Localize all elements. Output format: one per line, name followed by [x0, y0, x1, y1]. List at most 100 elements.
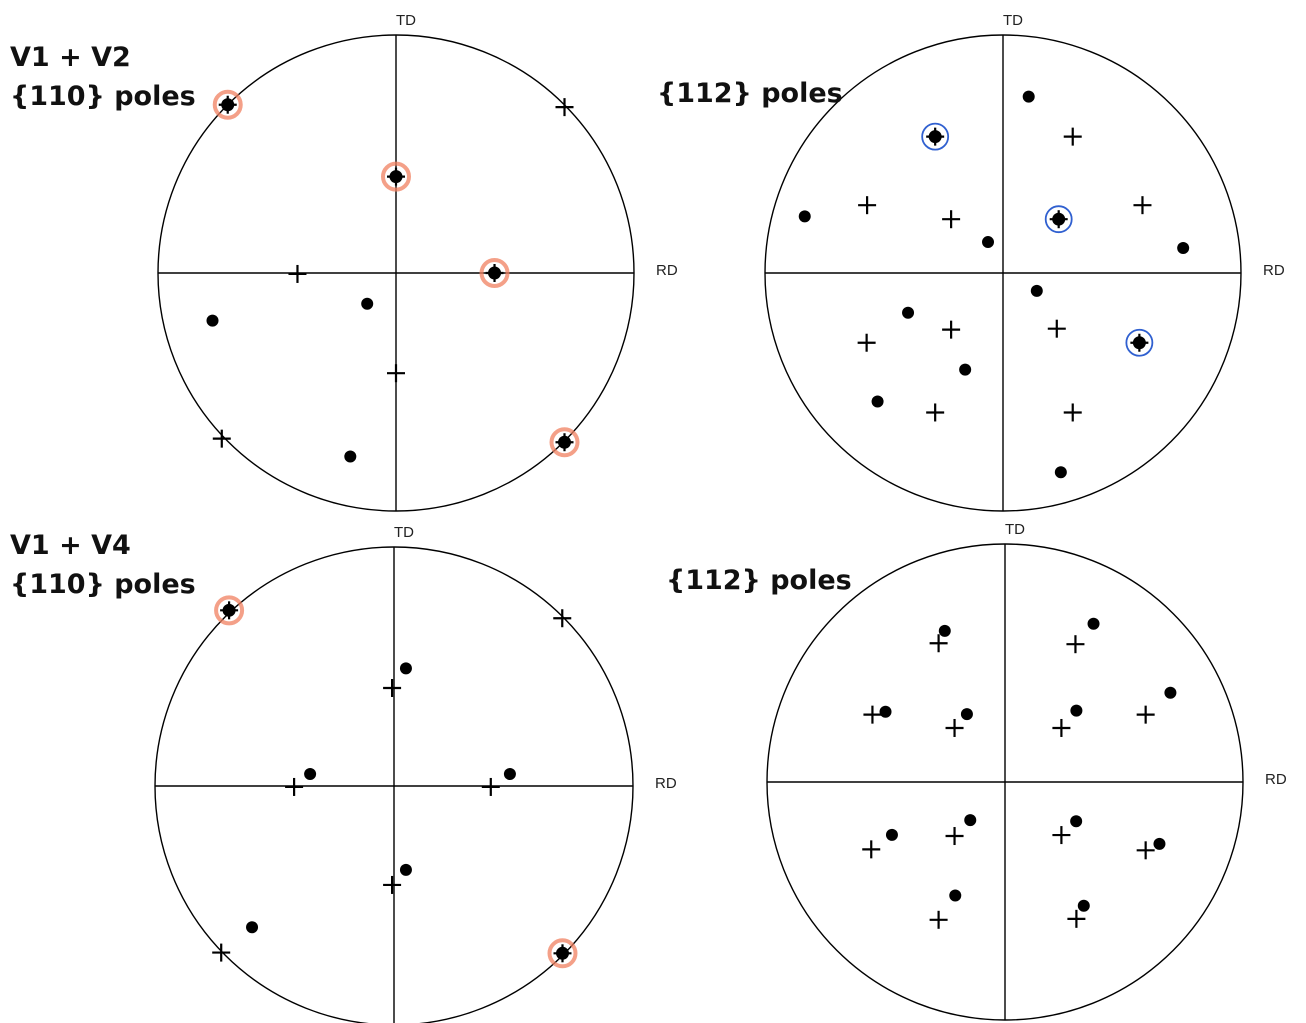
pole-dot: [960, 708, 973, 721]
pole-dot: [304, 768, 317, 781]
rd-axis-label: RD: [1265, 771, 1287, 788]
pole-dot: [959, 363, 972, 376]
rd-axis-label: RD: [1263, 262, 1285, 279]
pole-plus: [945, 827, 964, 846]
pole-plus: [863, 705, 882, 724]
pole-plus: [481, 777, 500, 796]
coincident-pole-halo: [212, 89, 243, 120]
pole-figure-v1v4-110: TD RD: [154, 524, 677, 1023]
td-axis-label: TD: [394, 524, 414, 541]
pole-plus: [383, 875, 402, 894]
pole-dot: [1177, 242, 1190, 255]
rd-axis-label: RD: [655, 775, 677, 792]
coincident-pole-plus: [553, 944, 572, 963]
coincident-pole-halo: [214, 595, 245, 626]
coincident-pole-halo: [921, 122, 950, 151]
pole-dot: [949, 889, 962, 902]
pole-family-title: {110} poles: [10, 81, 196, 112]
row-label-text: V1 + V2: [10, 42, 131, 73]
row-label-v1-v4: V1 + V4 {110} poles: [10, 526, 196, 604]
pole-dot: [399, 863, 412, 876]
pole-plus: [942, 210, 961, 229]
pole-plus: [942, 320, 961, 339]
coincident-pole-halo: [549, 427, 580, 458]
pole-dot: [1153, 837, 1166, 850]
pole-dot: [503, 768, 516, 781]
coincident-pole-halo: [479, 258, 510, 288]
pole-dot: [246, 921, 259, 934]
coincident-pole-plus: [218, 95, 237, 114]
pole-dot: [399, 662, 412, 675]
coincident-pole-plus: [926, 127, 945, 146]
pole-plus: [929, 910, 948, 929]
pole-plus: [1063, 403, 1082, 422]
pole-plus: [1063, 127, 1082, 146]
coincident-pole-plus: [387, 167, 405, 186]
pole-figure-v1v2-112: TD RD: [764, 12, 1285, 512]
coincident-pole-halo: [1044, 205, 1073, 234]
pole-dot: [361, 297, 374, 310]
pole-dot: [1070, 704, 1083, 717]
pole-dot: [1054, 466, 1067, 479]
pole-plus: [857, 333, 876, 352]
pole-plus: [1067, 909, 1086, 928]
pole-plus: [1047, 319, 1066, 338]
pole-plus: [1052, 718, 1071, 737]
pole-plus: [1136, 841, 1155, 860]
pole-dot: [1070, 815, 1083, 828]
pole-plus: [288, 264, 307, 283]
td-axis-label: TD: [396, 12, 416, 29]
pole-dot: [964, 814, 977, 827]
pole-dot: [871, 395, 884, 408]
coincident-pole-plus: [485, 264, 504, 282]
rd-axis-label: RD: [656, 262, 678, 279]
pole-family-title: {112} poles: [666, 565, 852, 596]
pole-plus: [1052, 826, 1071, 845]
pole-plus: [212, 429, 231, 448]
td-axis-label: TD: [1003, 12, 1023, 29]
pole-family-title: {110} poles: [10, 569, 196, 600]
coincident-pole-halo: [381, 161, 411, 192]
pole-plus: [383, 679, 402, 698]
pole-dot: [1087, 617, 1100, 630]
pole-dot: [206, 314, 219, 327]
pole-dot: [902, 306, 915, 319]
pole-plus: [1136, 705, 1155, 724]
pole-plus: [285, 777, 304, 796]
pole-figure-v1v4-112: TD RD: [766, 521, 1287, 1021]
pole-plus: [553, 609, 572, 628]
pole-plus: [929, 634, 948, 653]
pole-plus: [858, 196, 877, 215]
pole-dot: [885, 828, 898, 841]
row-label-v1-v2: V1 + V2 {110} poles: [10, 38, 196, 116]
pole-dot: [344, 450, 357, 463]
pole-plus: [555, 98, 574, 117]
coincident-pole-plus: [1130, 333, 1149, 352]
pole-figure-v1v2-110: TD RD: [157, 12, 678, 512]
marks-layer: TD RD TD RD TD RD TD RD: [154, 12, 1287, 1023]
pole-plus: [387, 364, 405, 383]
coincident-pole-plus: [220, 601, 239, 620]
coincident-pole-plus: [555, 433, 574, 452]
row-label-text: V1 + V4: [10, 530, 131, 561]
pole-dot: [798, 210, 811, 223]
pole-dot: [982, 236, 995, 249]
coincident-pole-halo: [1125, 328, 1154, 357]
pole-dot: [1022, 90, 1035, 103]
td-axis-label: TD: [1005, 521, 1025, 538]
pole-dot: [1164, 686, 1177, 699]
pole-dot: [879, 705, 892, 718]
pole-plus: [926, 403, 945, 422]
pole-plus: [1133, 196, 1152, 215]
coincident-pole-halo: [547, 938, 578, 969]
pole-plus: [1066, 635, 1085, 654]
pole-family-title: {112} poles: [657, 78, 843, 109]
pole-dot: [1030, 284, 1043, 297]
pole-plus: [945, 718, 964, 737]
pole-plus: [212, 943, 231, 962]
pole-dot: [1077, 899, 1090, 912]
pole-dot: [938, 624, 951, 637]
coincident-pole-plus: [1049, 210, 1068, 229]
pole-plus: [862, 840, 881, 859]
